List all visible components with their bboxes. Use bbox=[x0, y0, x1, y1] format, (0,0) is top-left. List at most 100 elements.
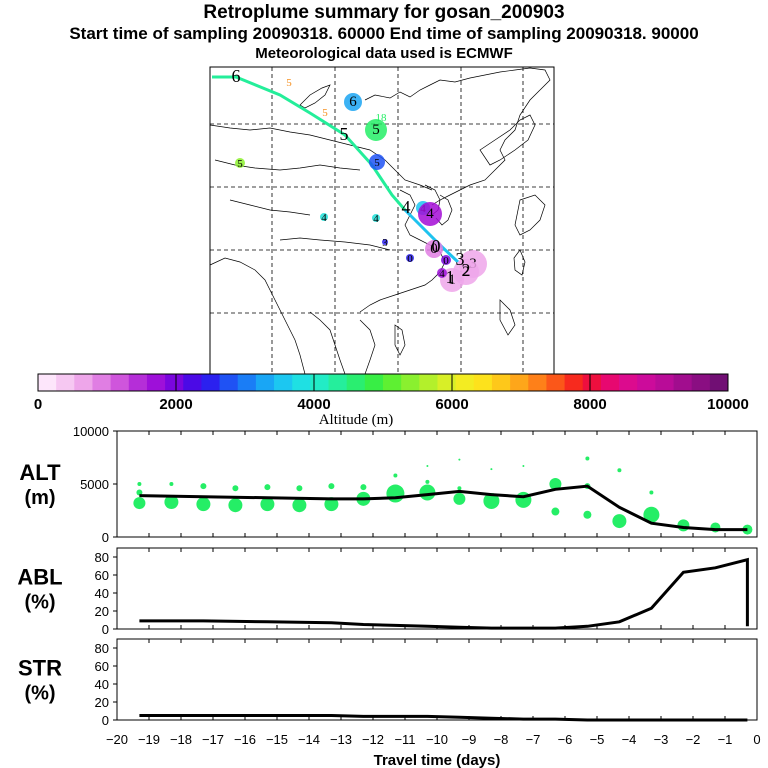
map-point-label: 5 bbox=[374, 157, 380, 169]
sampling-times: Start time of sampling 20090318. 60000 E… bbox=[69, 24, 699, 43]
y-tick-label: 40 bbox=[95, 586, 109, 601]
x-tick-label: −15 bbox=[266, 732, 288, 747]
colorbar-tick-label: 0 bbox=[34, 396, 42, 413]
y-axis-label: ABL bbox=[17, 565, 62, 590]
altitude-bubble bbox=[292, 498, 307, 513]
colorbar-cell bbox=[473, 374, 493, 391]
map-point-label: 5 bbox=[286, 77, 292, 89]
map-point-label: 0 bbox=[443, 255, 449, 267]
colorbar-cell bbox=[582, 374, 602, 391]
x-tick-label: −9 bbox=[462, 732, 477, 747]
altitude-bubble bbox=[549, 478, 562, 490]
y-axis-label: (%) bbox=[24, 683, 55, 705]
altitude-bubble bbox=[677, 519, 690, 532]
colorbar-cell bbox=[491, 374, 511, 391]
altitude-bubble bbox=[133, 497, 146, 510]
colorbar-cell bbox=[673, 374, 693, 391]
panel-alt: ALT(m) 0 5000 10000 bbox=[19, 424, 758, 545]
colorbar-cell bbox=[146, 374, 166, 391]
altitude-bubble bbox=[264, 484, 271, 491]
y-tick-label: 0 bbox=[102, 530, 109, 545]
colorbar-cell bbox=[346, 374, 366, 391]
map-point-marker bbox=[372, 214, 380, 222]
y-tick-label: 80 bbox=[95, 641, 109, 656]
track-day-label: 3 bbox=[456, 249, 465, 269]
y-tick-label: 20 bbox=[95, 604, 109, 619]
series-line-str bbox=[139, 714, 748, 722]
colorbar-tick-label: 6000 bbox=[435, 396, 468, 413]
panel-abl: ABL(%) 0 20 40 60 80 bbox=[17, 547, 758, 637]
altitude-bubble bbox=[522, 464, 525, 467]
altitude-bubble bbox=[228, 498, 243, 513]
x-tick-label: −1 bbox=[718, 732, 733, 747]
colorbar-cell bbox=[401, 374, 420, 391]
altitude-bubble bbox=[324, 497, 339, 512]
chart-title: Retroplume summary for gosan_200903 bbox=[203, 2, 565, 23]
altitude-bubble bbox=[483, 492, 500, 509]
x-tick-label: −17 bbox=[202, 732, 224, 747]
x-tick-label: −13 bbox=[330, 732, 352, 747]
map-point-marker bbox=[365, 119, 387, 141]
x-tick-label: −18 bbox=[170, 732, 192, 747]
map-point-label: 3 bbox=[382, 237, 388, 249]
map-point-marker bbox=[437, 268, 447, 278]
altitude-bubble bbox=[617, 468, 622, 473]
colorbar-cell bbox=[328, 374, 348, 391]
track-day-label: 1 bbox=[446, 267, 455, 287]
map-point-label: 2 bbox=[462, 264, 470, 280]
colorbar-cell bbox=[310, 374, 329, 391]
x-tick-label: −3 bbox=[654, 732, 669, 747]
x-tick-label: −7 bbox=[526, 732, 541, 747]
x-tick-label: −20 bbox=[106, 732, 128, 747]
y-axis-label: ALT bbox=[19, 460, 61, 485]
series-line-alt bbox=[139, 484, 748, 532]
map-point-marker bbox=[425, 240, 443, 258]
colorbar-tick-label: 4000 bbox=[297, 396, 330, 413]
altitude-bubble bbox=[200, 483, 207, 490]
colorbar-cell bbox=[510, 374, 529, 391]
altitude-bubble bbox=[386, 484, 405, 503]
track-day-label: 6 bbox=[232, 66, 241, 86]
altitude-bubble bbox=[453, 492, 466, 505]
colorbar-cell bbox=[74, 374, 93, 391]
track-day-label: 0 bbox=[432, 236, 441, 256]
track-day-label: 2 bbox=[462, 260, 471, 280]
altitude-bubble bbox=[457, 486, 462, 491]
altitude-bubble bbox=[196, 497, 211, 512]
colorbar-cell bbox=[219, 374, 239, 391]
x-tick-label: −11 bbox=[394, 732, 415, 747]
x-tick-label: −2 bbox=[686, 732, 701, 747]
altitude-bubble bbox=[169, 482, 174, 486]
y-tick-label: 5000 bbox=[80, 477, 109, 492]
colorbar-cell bbox=[564, 374, 584, 391]
altitude-bubble bbox=[551, 507, 560, 516]
trajectory-path-low bbox=[403, 208, 460, 264]
map-point-marker bbox=[441, 255, 451, 265]
colorbar-cell bbox=[183, 374, 202, 391]
map-point-label: 0 bbox=[430, 241, 438, 257]
x-tick-label: −19 bbox=[138, 732, 160, 747]
colorbar-cell bbox=[110, 374, 130, 391]
colorbar-cell bbox=[383, 374, 402, 391]
altitude-bubble bbox=[296, 485, 303, 492]
colorbar-cell bbox=[128, 374, 148, 391]
colorbar-tick-label: 2000 bbox=[159, 396, 192, 413]
map-point-marker bbox=[344, 93, 362, 111]
colorbar-cell bbox=[637, 374, 656, 391]
y-axis-label: (m) bbox=[24, 487, 55, 509]
panel-frame bbox=[116, 638, 758, 721]
colorbar-tick-label: 8000 bbox=[573, 396, 606, 413]
colorbar-cell bbox=[56, 374, 75, 391]
altitude-bubble bbox=[393, 473, 398, 478]
altitude-bubble bbox=[585, 456, 590, 461]
map-point-marker bbox=[369, 154, 385, 170]
map-point-marker bbox=[418, 202, 442, 226]
x-axis-label: Travel time (days) bbox=[374, 752, 501, 768]
y-tick-label: 0 bbox=[102, 622, 109, 637]
trajectory-path-high bbox=[212, 75, 407, 211]
y-tick-label: 60 bbox=[95, 568, 109, 583]
colorbar-cell bbox=[655, 374, 674, 391]
altitude-bubble bbox=[137, 482, 142, 486]
y-tick-label: 80 bbox=[95, 550, 109, 565]
time-series-panels: ALT(m)0500010000ABL(%)020406080STR(%)020… bbox=[17, 424, 760, 747]
